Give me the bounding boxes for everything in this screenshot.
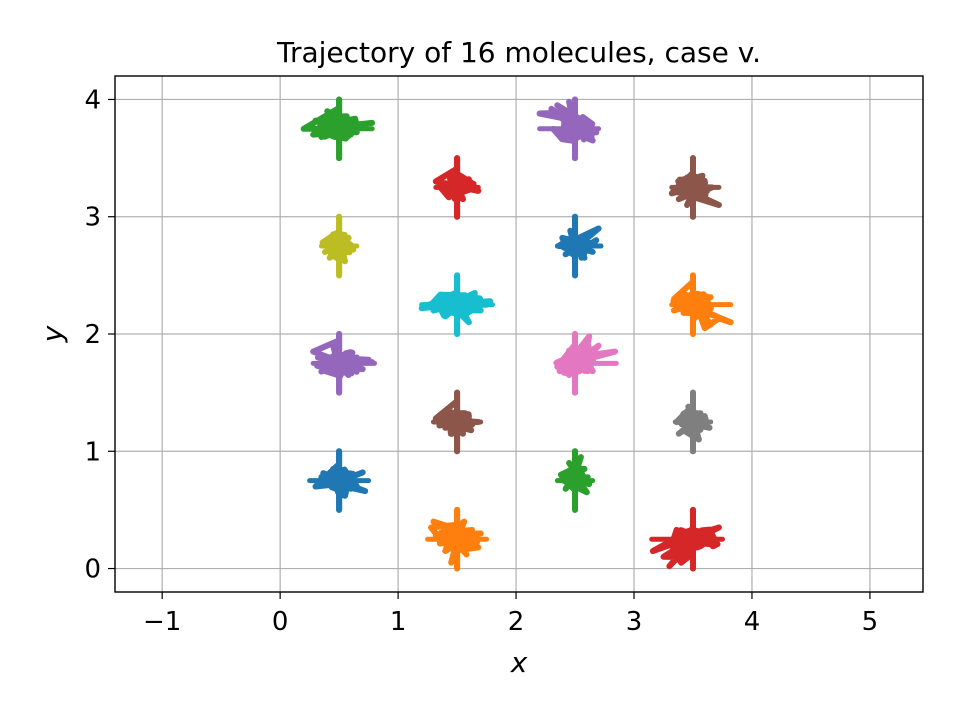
trajectory-path <box>428 506 484 572</box>
molecule-trajectory <box>307 448 372 513</box>
molecule-trajectory <box>430 389 484 455</box>
trajectories <box>300 96 734 572</box>
trajectory-core <box>324 117 355 141</box>
molecule-trajectory <box>554 213 604 279</box>
molecule-trajectory <box>668 155 722 220</box>
molecule-trajectory <box>554 448 596 513</box>
y-axis-label: y <box>36 325 69 343</box>
y-tick-label: 1 <box>84 437 101 467</box>
trajectory-core <box>444 527 471 551</box>
molecule-trajectory <box>300 96 376 162</box>
molecule-trajectory <box>425 506 490 572</box>
molecule-trajectory <box>310 331 378 396</box>
trajectory-core <box>682 175 704 200</box>
y-tick-label: 3 <box>84 203 101 233</box>
molecule-trajectory <box>669 272 734 337</box>
trajectory-path <box>649 506 722 572</box>
trajectory-core <box>326 468 353 493</box>
axis-ticks: −1 0 1 2 3 4 5 0 1 2 3 4 <box>84 85 878 637</box>
trajectory-core <box>565 234 585 258</box>
trajectory-core <box>685 410 701 434</box>
x-tick-label: 0 <box>272 607 289 637</box>
molecule-trajectory <box>649 506 725 572</box>
trajectory-core <box>447 175 467 200</box>
trajectory-core <box>567 468 583 493</box>
x-tick-label: 3 <box>626 607 643 637</box>
trajectory-core <box>677 527 709 551</box>
trajectory-core <box>680 292 706 317</box>
x-axis-label: x <box>510 646 528 679</box>
trajectory-core <box>446 410 468 434</box>
molecule-trajectory <box>553 331 619 396</box>
molecule-trajectory <box>318 213 360 279</box>
trajectory-core <box>562 117 589 141</box>
trajectory-core <box>325 351 353 376</box>
x-tick-label: 5 <box>862 607 879 637</box>
x-tick-label: 1 <box>390 607 407 637</box>
molecule-trajectory <box>536 96 602 162</box>
trajectory-path <box>310 331 376 396</box>
chart-title: Trajectory of 16 molecules, case v. <box>276 36 761 69</box>
x-tick-label: 4 <box>744 607 761 637</box>
molecule-trajectory <box>672 389 714 455</box>
x-tick-label: −1 <box>143 607 181 637</box>
trajectory-core <box>562 351 589 376</box>
molecule-trajectory <box>418 272 495 337</box>
x-tick-label: 2 <box>508 607 525 637</box>
y-tick-label: 4 <box>84 85 101 115</box>
molecule-trajectory <box>432 155 482 220</box>
y-tick-label: 2 <box>84 320 101 350</box>
trajectory-path <box>555 213 602 279</box>
trajectory-path <box>418 272 494 337</box>
trajectory-core <box>441 292 473 317</box>
y-tick-label: 0 <box>84 555 101 585</box>
trajectory-core <box>331 234 347 258</box>
grid-lines <box>115 76 923 592</box>
